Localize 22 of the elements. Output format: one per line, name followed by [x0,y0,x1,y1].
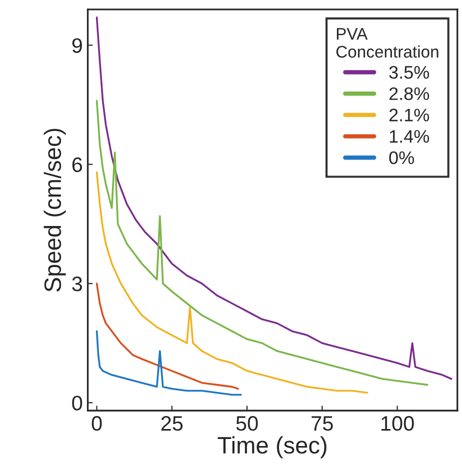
legend-label: 1.4% [390,130,430,143]
x-tick-label: 75 [312,416,333,431]
legend-label: 3.5% [389,66,430,79]
y-tick-label: 6 [72,157,82,172]
line-series [96,282,239,390]
y-tick-label: 9 [72,38,82,53]
line-series [96,100,428,386]
legend-title: PVA Concentration [336,28,438,58]
legend-label: 2.8% [389,87,430,100]
line-series [96,16,452,380]
x-axis-title: Time (sec) [218,436,326,458]
legend-label: 0% [389,151,414,164]
x-tick-label: 25 [161,416,183,431]
line-series [96,171,368,394]
y-axis-title: Speed (cm/sec) [44,128,66,292]
y-tick-label: 0 [72,396,82,410]
x-tick-label: 0 [92,416,102,431]
x-tick-label: 100 [381,416,414,431]
line-series [96,330,242,396]
y-tick-label: 3 [72,276,82,292]
x-tick-label: 50 [236,416,258,431]
legend-label: 2.1% [389,108,430,122]
